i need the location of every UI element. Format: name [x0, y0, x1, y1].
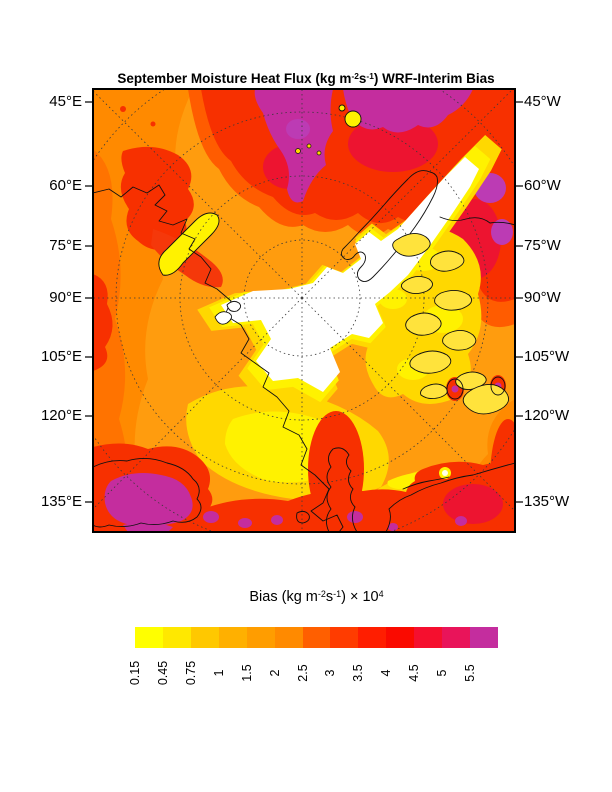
- colorbar-tick-label-8: 3.5: [351, 664, 366, 682]
- colorbar-cell-8: [358, 627, 387, 648]
- colorbar-cell-4: [246, 627, 275, 648]
- axis-label-left-0: 45°E: [49, 93, 82, 110]
- axis-label-right-5: 120°W: [524, 407, 570, 424]
- map-fill-layers: [93, 89, 515, 532]
- axis-label-right-3: 90°W: [524, 289, 561, 306]
- map-ticks: [85, 101, 523, 503]
- colorbar-title-superscript: -1: [333, 588, 342, 599]
- colorbar-title: Bias (kg m-2s-1) × 104: [135, 589, 498, 605]
- colorbar-tick-label-3: 1: [211, 669, 226, 677]
- colorbar-tick-label-10: 4.5: [407, 664, 422, 682]
- colorbar-cell-9: [386, 627, 415, 648]
- bottom-right-coast: [385, 462, 515, 532]
- title-part: ) WRF-Interim Bias: [373, 71, 495, 86]
- colorbar-title-superscript: 4: [378, 588, 384, 599]
- axis-label-right-2: 75°W: [524, 237, 561, 254]
- map-frame: [92, 88, 516, 533]
- arctic-bias-map: [85, 88, 523, 533]
- colorbar: [135, 627, 498, 648]
- colorbar-cell-0: [135, 627, 163, 648]
- magenta-maxima-bottom: [104, 473, 467, 532]
- colorbar-cell-5: [274, 627, 303, 648]
- axis-label-left-3: 90°E: [49, 289, 82, 306]
- axis-label-right-0: 45°W: [524, 93, 561, 110]
- colorbar-tick-label-1: 0.45: [155, 660, 170, 686]
- axis-label-left-6: 135°E: [40, 493, 82, 510]
- colorbar-tick-label-5: 2: [267, 669, 282, 677]
- axis-label-left-5: 120°E: [40, 407, 82, 424]
- colorbar-cell-3: [218, 627, 247, 648]
- svalbard-coast: [344, 110, 362, 128]
- colorbar-title-part: ) × 10: [341, 589, 379, 605]
- title-superscript: -1: [366, 70, 374, 81]
- axis-label-left-2: 75°E: [49, 237, 82, 254]
- axis-label-right-1: 60°W: [524, 177, 561, 194]
- colorbar-tick-label-4: 1.5: [239, 664, 254, 682]
- colorbar-cell-6: [302, 627, 331, 648]
- axis-label-left-1: 60°E: [49, 177, 82, 194]
- colorbar-title-part: Bias (kg m: [249, 589, 318, 605]
- colorbar-cell-11: [442, 627, 471, 648]
- colorbar-cell-2: [190, 627, 219, 648]
- colorbar-cell-7: [330, 627, 359, 648]
- canadian-archipelago-coast: [392, 233, 510, 415]
- axis-label-left-4: 105°E: [40, 348, 82, 365]
- colorbar-tick-label-9: 4: [379, 669, 394, 677]
- colorbar-cell-10: [414, 627, 443, 648]
- colorbar-tick-label-12: 5.5: [463, 664, 478, 682]
- colorbar-title-part: s: [325, 589, 334, 605]
- greenland-coast: [340, 170, 438, 282]
- colorbar-cell-12: [470, 627, 498, 648]
- figure-title: September Moisture Heat Flux (kg m-2s-1)…: [0, 71, 612, 86]
- novaya-zemlya-coast: [158, 212, 220, 276]
- title-part: s: [358, 71, 367, 86]
- colorbar-tick-label-0: 0.15: [128, 660, 142, 686]
- chukotka-coast: [326, 447, 358, 532]
- title-superscript: -2: [351, 70, 359, 81]
- colorbar-cell-1: [162, 627, 191, 648]
- coastlines: [93, 104, 515, 532]
- colorbar-tick-label-11: 5: [435, 669, 450, 677]
- title-part: September Moisture Heat Flux (kg m: [117, 71, 352, 86]
- axis-label-right-4: 105°W: [524, 348, 570, 365]
- colorbar-title-superscript: -2: [317, 588, 326, 599]
- graticule: [93, 89, 515, 532]
- colorbar-tick-label-2: 0.75: [183, 660, 198, 686]
- axis-label-right-6: 135°W: [524, 493, 570, 510]
- colorbar-tick-label-7: 3: [323, 669, 338, 677]
- alaska-coast: [93, 458, 202, 528]
- colorbar-tick-label-6: 2.5: [295, 664, 310, 682]
- magenta-maxima-top: [254, 89, 513, 245]
